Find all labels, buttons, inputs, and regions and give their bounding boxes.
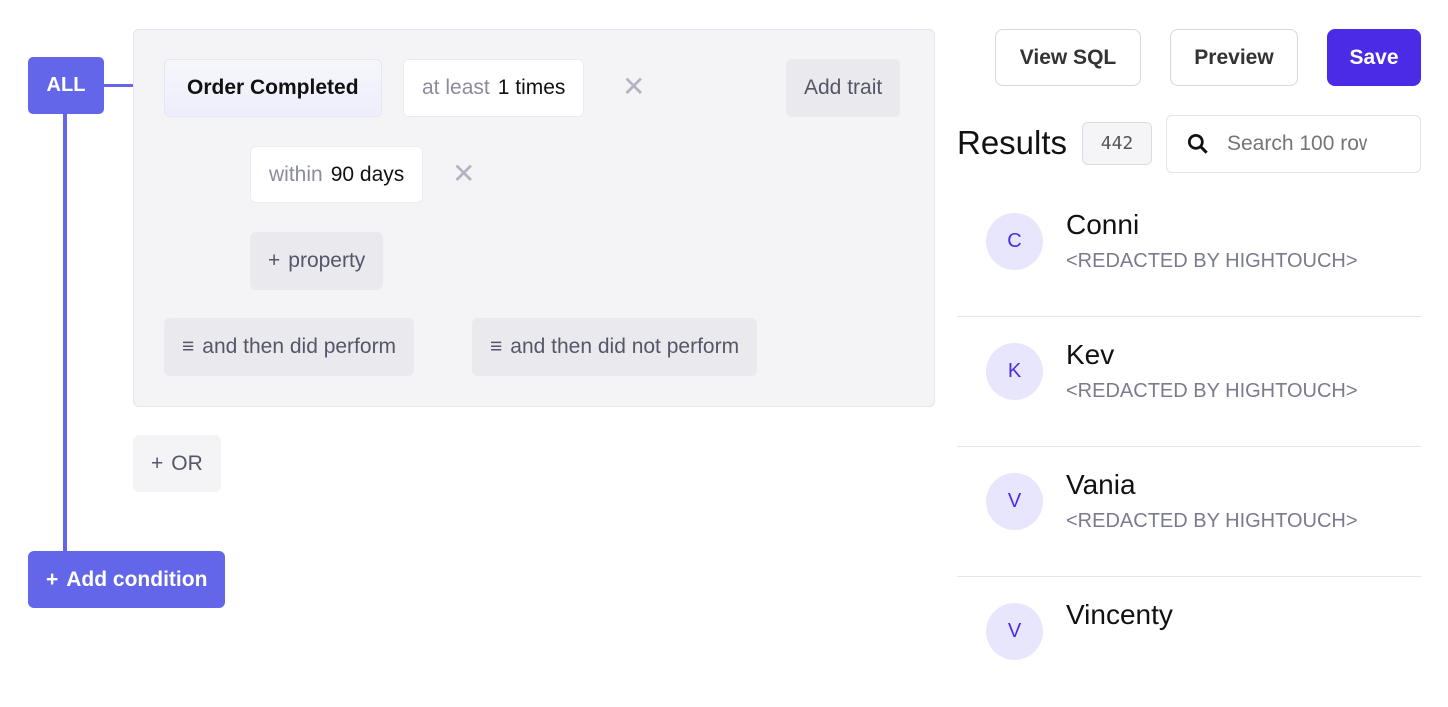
add-trait-button[interactable]: Add trait	[786, 59, 901, 117]
or-label: OR	[171, 451, 203, 475]
frequency-selector[interactable]: at least 1 times	[403, 59, 585, 117]
add-property-button[interactable]: + property	[250, 232, 384, 290]
avatar: V	[986, 603, 1043, 660]
plus-icon: +	[151, 451, 164, 475]
avatar: V	[986, 473, 1043, 530]
event-name: Order Completed	[187, 76, 359, 99]
result-row[interactable]: C Conni <REDACTED BY HIGHTOUCH>	[957, 187, 1421, 317]
time-window-value: 90 days	[330, 162, 405, 186]
result-detail: <REDACTED BY HIGHTOUCH>	[1066, 510, 1358, 532]
time-window-selector[interactable]: within 90 days	[250, 146, 424, 203]
then-did-label: and then did perform	[202, 335, 397, 358]
then-did-perform-button[interactable]: ≡ and then did perform	[164, 318, 415, 376]
search-input[interactable]	[1227, 132, 1367, 156]
result-row[interactable]: K Kev <REDACTED BY HIGHTOUCH>	[957, 317, 1421, 447]
then-did-not-label: and then did not perform	[510, 335, 740, 358]
event-selector[interactable]: Order Completed	[164, 59, 382, 117]
search-field[interactable]	[1166, 115, 1421, 173]
filter-icon: ≡	[182, 335, 195, 358]
avatar: K	[986, 343, 1043, 400]
results-title: Results	[957, 124, 1068, 161]
all-operator-toggle[interactable]: ALL	[28, 57, 104, 114]
plus-icon: +	[46, 567, 59, 591]
result-row[interactable]: V Vania <REDACTED BY HIGHTOUCH>	[957, 447, 1421, 577]
condition-connector-line	[104, 84, 134, 87]
then-did-not-perform-button[interactable]: ≡ and then did not perform	[472, 318, 758, 376]
view-sql-button[interactable]: View SQL	[995, 29, 1141, 86]
result-detail: <REDACTED BY HIGHTOUCH>	[1066, 250, 1358, 272]
avatar: C	[986, 213, 1043, 270]
result-detail: <REDACTED BY HIGHTOUCH>	[1066, 380, 1358, 402]
filter-icon: ≡	[490, 335, 503, 358]
result-name: Vincenty	[1066, 599, 1173, 630]
add-or-button[interactable]: + OR	[133, 435, 221, 492]
plus-icon: +	[268, 249, 281, 272]
result-name: Conni	[1066, 209, 1140, 240]
save-button[interactable]: Save	[1327, 29, 1421, 86]
time-window-prefix: within	[269, 162, 323, 186]
condition-connector-line	[63, 114, 67, 554]
search-icon	[1187, 133, 1208, 154]
add-trait-label: Add trait	[804, 76, 883, 99]
close-icon[interactable]: ✕	[622, 71, 646, 102]
close-icon[interactable]: ✕	[452, 158, 476, 189]
results-count-badge: 442	[1082, 122, 1152, 165]
condition-panel: Order Completed at least 1 times ✕ Add tr…	[133, 29, 935, 407]
result-name: Kev	[1066, 339, 1115, 370]
frequency-value: 1 times	[497, 76, 566, 99]
add-condition-label: Add condition	[66, 567, 208, 591]
add-condition-button[interactable]: + Add condition	[28, 551, 226, 608]
add-property-label: property	[288, 249, 366, 272]
result-row[interactable]: V Vincenty	[957, 577, 1421, 707]
result-name: Vania	[1066, 469, 1136, 500]
frequency-prefix: at least	[422, 76, 490, 99]
preview-button[interactable]: Preview	[1170, 29, 1298, 86]
